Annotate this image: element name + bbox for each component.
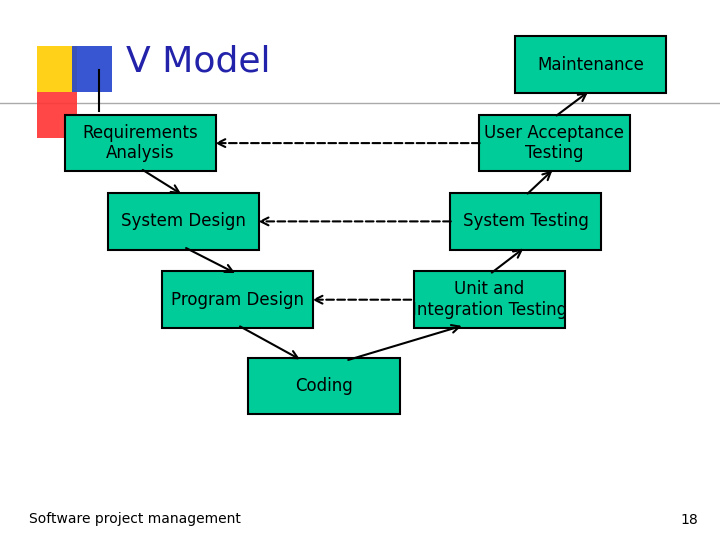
FancyBboxPatch shape (450, 193, 601, 249)
Text: Unit and
Integration Testing: Unit and Integration Testing (412, 280, 567, 319)
FancyBboxPatch shape (414, 271, 565, 328)
Text: Software project management: Software project management (29, 512, 240, 526)
FancyBboxPatch shape (37, 92, 77, 138)
Text: Program Design: Program Design (171, 291, 304, 309)
Text: User Acceptance
Testing: User Acceptance Testing (485, 124, 624, 163)
Text: Maintenance: Maintenance (537, 56, 644, 74)
FancyBboxPatch shape (65, 115, 216, 172)
Text: System Testing: System Testing (463, 212, 588, 231)
Text: System Design: System Design (121, 212, 246, 231)
Text: V Model: V Model (126, 44, 271, 78)
FancyBboxPatch shape (37, 46, 77, 92)
FancyBboxPatch shape (248, 358, 400, 415)
FancyBboxPatch shape (162, 271, 313, 328)
FancyBboxPatch shape (515, 36, 666, 93)
FancyBboxPatch shape (108, 193, 259, 249)
FancyBboxPatch shape (72, 46, 112, 92)
Text: Coding: Coding (295, 377, 353, 395)
FancyBboxPatch shape (479, 115, 630, 172)
Text: Requirements
Analysis: Requirements Analysis (83, 124, 198, 163)
Text: 18: 18 (680, 512, 698, 526)
